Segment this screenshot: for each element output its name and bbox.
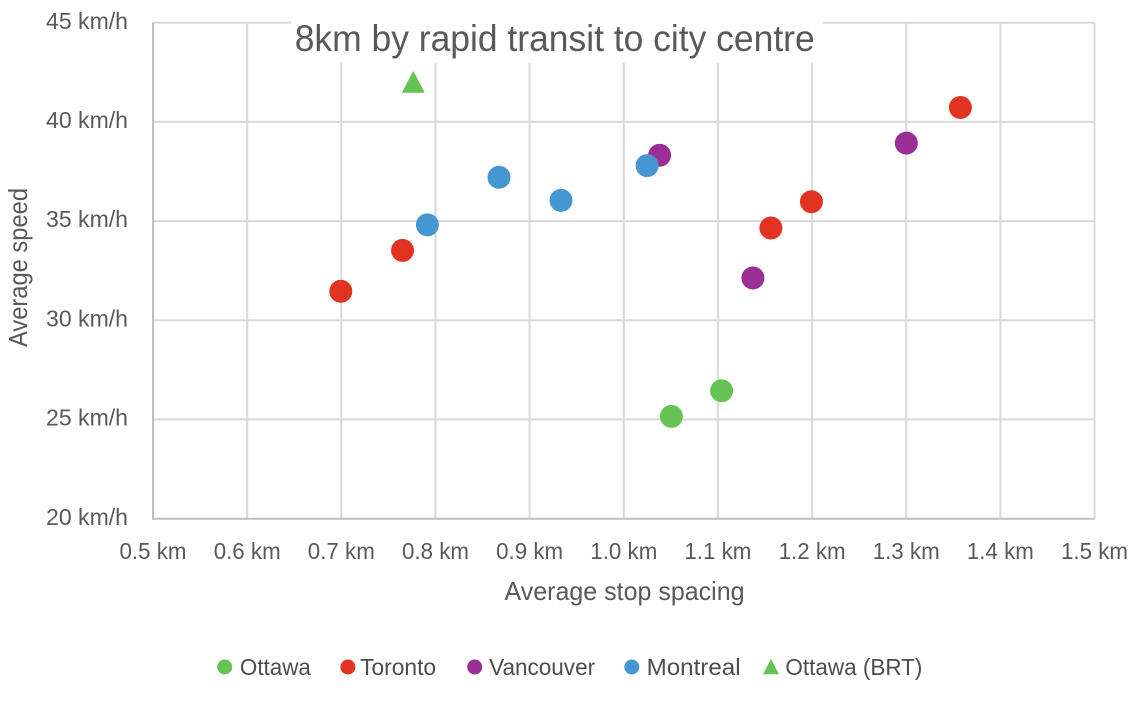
- svg-text:30 km/h: 30 km/h: [46, 305, 128, 331]
- svg-text:1.5 km: 1.5 km: [1061, 538, 1128, 564]
- svg-text:35 km/h: 35 km/h: [46, 206, 128, 232]
- svg-text:0.5 km: 0.5 km: [120, 538, 187, 564]
- svg-text:40 km/h: 40 km/h: [46, 107, 128, 133]
- svg-text:45 km/h: 45 km/h: [46, 8, 128, 34]
- svg-text:Ottawa (BRT): Ottawa (BRT): [785, 654, 922, 680]
- svg-text:0.7 km: 0.7 km: [308, 538, 375, 564]
- svg-text:Average stop spacing: Average stop spacing: [505, 576, 745, 606]
- svg-text:0.9 km: 0.9 km: [496, 538, 563, 564]
- svg-text:0.8 km: 0.8 km: [402, 538, 469, 564]
- svg-text:1.0 km: 1.0 km: [590, 538, 657, 564]
- svg-text:1.4 km: 1.4 km: [967, 538, 1034, 564]
- svg-text:1.2 km: 1.2 km: [779, 538, 846, 564]
- svg-text:Average speed: Average speed: [3, 188, 33, 347]
- svg-text:1.1 km: 1.1 km: [684, 538, 751, 564]
- svg-text:20 km/h: 20 km/h: [46, 504, 128, 530]
- svg-text:0.6 km: 0.6 km: [214, 538, 281, 564]
- svg-text:Ottawa: Ottawa: [240, 654, 312, 680]
- svg-text:1.3 km: 1.3 km: [873, 538, 940, 564]
- svg-text:Montreal: Montreal: [647, 654, 741, 680]
- svg-text:Vancouver: Vancouver: [489, 654, 595, 680]
- svg-text:Toronto: Toronto: [360, 654, 436, 680]
- svg-text:25 km/h: 25 km/h: [46, 405, 128, 431]
- svg-text:8km by rapid transit to city c: 8km by rapid transit to city centre: [295, 17, 815, 59]
